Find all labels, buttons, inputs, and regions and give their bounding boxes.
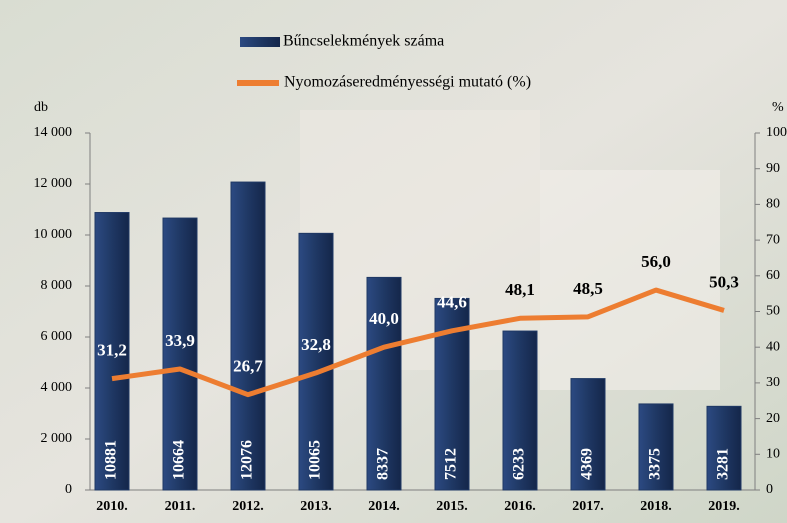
- y2-tick-label: 30: [766, 375, 780, 390]
- y-tick-label: 14 000: [34, 125, 73, 140]
- y-tick-label: 6 000: [41, 329, 73, 344]
- y2-axis-label: %: [772, 100, 784, 115]
- bar-value-label: 12076: [239, 440, 256, 480]
- bar-value-label: 3281: [715, 448, 732, 480]
- line-value-label: 32,8: [301, 335, 331, 354]
- x-tick-label: 2016.: [504, 499, 536, 514]
- y2-tick-label: 80: [766, 197, 780, 212]
- y2-tick-label: 60: [766, 268, 780, 283]
- bar-value-label: 7512: [443, 448, 460, 480]
- x-tick-label: 2018.: [640, 499, 672, 514]
- y-tick-label: 8 000: [41, 278, 73, 293]
- y2-tick-label: 0: [766, 482, 773, 497]
- legend-label: Nyomozáseredményességi mutató (%): [284, 74, 531, 91]
- bar-value-label: 10664: [171, 440, 188, 480]
- line-value-label: 48,1: [505, 280, 535, 299]
- x-tick-label: 2017.: [572, 499, 604, 514]
- y2-tick-label: 50: [766, 304, 780, 319]
- line-value-label: 33,9: [165, 331, 195, 350]
- y-tick-label: 10 000: [34, 227, 73, 242]
- y-tick-label: 4 000: [41, 380, 73, 395]
- y2-tick-label: 100: [766, 125, 787, 140]
- legend-label: Bűncselekmények száma: [283, 33, 444, 50]
- legend-swatch: [240, 37, 280, 47]
- y2-tick-label: 70: [766, 232, 780, 247]
- line-value-label: 56,0: [641, 252, 671, 271]
- x-tick-label: 2010.: [96, 499, 128, 514]
- bar-value-label: 4369: [579, 448, 596, 480]
- y-tick-label: 12 000: [34, 176, 73, 191]
- bar-value-label: 3375: [647, 448, 664, 480]
- bar-value-label: 10065: [307, 440, 324, 480]
- y-tick-label: 2 000: [41, 431, 73, 446]
- line-value-label: 31,2: [97, 341, 127, 360]
- line-value-label: 50,3: [709, 272, 739, 291]
- x-tick-label: 2012.: [232, 499, 264, 514]
- y2-tick-label: 90: [766, 161, 780, 176]
- x-tick-label: 2011.: [165, 499, 196, 514]
- line-value-label: 40,0: [369, 309, 399, 328]
- x-tick-label: 2015.: [436, 499, 468, 514]
- y2-tick-label: 20: [766, 411, 780, 426]
- y2-tick-label: 40: [766, 339, 780, 354]
- line-value-label: 48,5: [573, 279, 603, 298]
- line-value-label: 44,6: [437, 293, 467, 312]
- x-tick-label: 2014.: [368, 499, 400, 514]
- bar-value-label: 6233: [511, 448, 528, 480]
- chart: db % 0 2 000 4 000 6 000 8 000 10 000 12 000 14…: [0, 0, 787, 523]
- x-tick-label: 2013.: [300, 499, 332, 514]
- x-tick-label: 2019.: [708, 499, 740, 514]
- bar-value-label: 10881: [103, 440, 120, 480]
- y-axis-label: db: [34, 100, 48, 115]
- background-building: [540, 170, 720, 390]
- page: {"chart_data": {"type": "bar-line", "cat…: [0, 0, 787, 523]
- line-value-label: 26,7: [233, 357, 263, 376]
- y-tick-label: 0: [65, 482, 72, 497]
- bar-value-label: 8337: [375, 448, 392, 480]
- y2-tick-label: 10: [766, 447, 780, 462]
